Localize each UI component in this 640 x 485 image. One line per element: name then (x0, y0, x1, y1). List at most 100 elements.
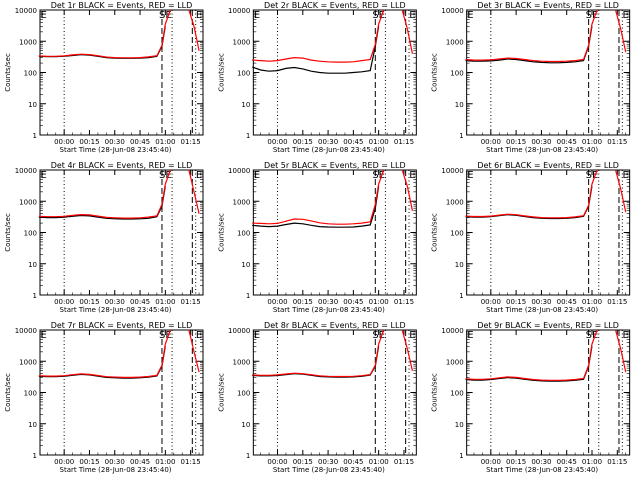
chart-title: Det 5r BLACK = Events, RED = LLD (264, 161, 406, 170)
y-tick-label: 1000 (233, 358, 251, 366)
series-line-events (465, 26, 593, 64)
x-tick-label: 00:30 (531, 458, 551, 466)
chart-title: Det 9r BLACK = Events, RED = LLD (477, 321, 619, 330)
x-tick-label: 00:00 (481, 138, 501, 146)
x-tick-label: 00:30 (531, 138, 551, 146)
event-annotation: E (41, 170, 47, 181)
event-annotation: E (409, 170, 415, 181)
event-annotation: E (623, 170, 629, 181)
series-line-lld (465, 329, 627, 381)
x-tick-label: 00:00 (267, 458, 287, 466)
series-line-lld (38, 169, 200, 219)
y-tick-label: 1000 (19, 198, 37, 206)
series-line-events (252, 346, 380, 378)
series-line-events (465, 346, 593, 382)
x-tick-label: 00:00 (267, 298, 287, 306)
y-tick-label: 10000 (441, 7, 463, 15)
x-tick-label: 00:45 (343, 298, 363, 306)
panel-1: Det 1r BLACK = Events, RED = LLD 1 10 100 10… (4, 1, 204, 154)
x-tick-label: 00:15 (79, 458, 99, 466)
x-tick-label: 00:30 (531, 298, 551, 306)
y-tick-label: 1 (246, 132, 250, 140)
series-line-events (252, 186, 380, 228)
y-tick-label: 10 (455, 261, 464, 269)
x-tick-label: 01:15 (181, 298, 201, 306)
plot-frame (252, 169, 417, 296)
y-tick-label: 10 (455, 421, 464, 429)
x-tick-label: 01:00 (582, 298, 602, 306)
y-tick-label: 10000 (15, 7, 37, 15)
x-axis-label: Start Time (28-Jun-08 23:45:40) (486, 466, 598, 474)
x-tick-label: 00:30 (105, 298, 125, 306)
y-tick-label: 100 (24, 390, 37, 398)
chart-title: Det 8r BLACK = Events, RED = LLD (264, 321, 406, 330)
x-tick-label: 01:15 (394, 138, 414, 146)
y-tick-label: 1 (33, 452, 37, 460)
event-annotation: E (409, 330, 415, 341)
y-axis-label: Counts/sec (4, 53, 12, 92)
y-tick-label: 1 (33, 132, 37, 140)
series-line-lld (252, 9, 414, 63)
plot-frame (39, 169, 204, 296)
y-tick-label: 100 (450, 390, 463, 398)
y-tick-label: 1000 (233, 198, 251, 206)
plot-frame (466, 329, 631, 456)
event-annotation: SE (159, 170, 172, 181)
panel-9: Det 9r BLACK = Events, RED = LLD 1 10 100 10… (431, 321, 631, 474)
event-annotation: SE (372, 10, 385, 21)
y-tick-label: 100 (237, 70, 250, 78)
x-tick-label: 01:15 (181, 138, 201, 146)
x-tick-label: 00:45 (343, 458, 363, 466)
x-tick-label: 01:15 (607, 138, 627, 146)
x-axis-label: Start Time (28-Jun-08 23:45:40) (486, 146, 598, 154)
x-tick-label: 01:00 (582, 138, 602, 146)
panel-3: Det 3r BLACK = Events, RED = LLD 1 10 100 10… (431, 1, 631, 154)
x-tick-label: 00:45 (557, 138, 577, 146)
x-tick-label: 00:15 (506, 298, 526, 306)
y-tick-label: 1 (459, 452, 463, 460)
event-annotation: E (41, 330, 47, 341)
y-tick-label: 1000 (446, 358, 464, 366)
x-tick-label: 00:30 (318, 298, 338, 306)
y-tick-label: 1000 (19, 358, 37, 366)
series-line-events (38, 186, 166, 220)
x-tick-label: 00:45 (557, 458, 577, 466)
y-tick-label: 10000 (15, 327, 37, 335)
x-tick-label: 00:45 (130, 138, 150, 146)
x-tick-label: 00:00 (481, 458, 501, 466)
y-tick-label: 10 (28, 261, 37, 269)
x-tick-label: 01:00 (369, 458, 389, 466)
x-tick-label: 00:15 (79, 298, 99, 306)
y-tick-label: 1000 (19, 38, 37, 46)
x-axis-label: Start Time (28-Jun-08 23:45:40) (60, 306, 172, 314)
x-tick-label: 00:00 (481, 298, 501, 306)
y-axis-label: Counts/sec (431, 373, 439, 412)
x-tick-label: 00:15 (293, 298, 313, 306)
chart-title: Det 1r BLACK = Events, RED = LLD (51, 1, 193, 10)
series-line-lld (252, 329, 414, 378)
event-annotation: E (623, 330, 629, 341)
y-axis-label: Counts/sec (217, 213, 225, 252)
panel-7: Det 7r BLACK = Events, RED = LLD 1 10 100 10… (4, 321, 204, 474)
event-annotation: E (467, 170, 473, 181)
x-tick-label: 00:15 (293, 458, 313, 466)
x-tick-label: 01:15 (181, 458, 201, 466)
x-tick-label: 00:30 (318, 138, 338, 146)
plot-frame (466, 9, 631, 136)
x-axis-label: Start Time (28-Jun-08 23:45:40) (60, 466, 172, 474)
x-tick-label: 00:45 (130, 458, 150, 466)
x-axis-label: Start Time (28-Jun-08 23:45:40) (273, 146, 385, 154)
y-axis-label: Counts/sec (431, 53, 439, 92)
x-axis-label: Start Time (28-Jun-08 23:45:40) (273, 306, 385, 314)
event-annotation: E (254, 10, 260, 21)
series-line-lld (465, 9, 627, 63)
x-tick-label: 01:15 (394, 458, 414, 466)
event-annotation: E (467, 330, 473, 341)
x-axis-label: Start Time (28-Jun-08 23:45:40) (60, 146, 172, 154)
event-annotation: E (196, 330, 202, 341)
plot-frame (39, 9, 204, 136)
y-tick-label: 1000 (233, 38, 251, 46)
y-tick-label: 10000 (441, 167, 463, 175)
y-tick-label: 10 (28, 101, 37, 109)
